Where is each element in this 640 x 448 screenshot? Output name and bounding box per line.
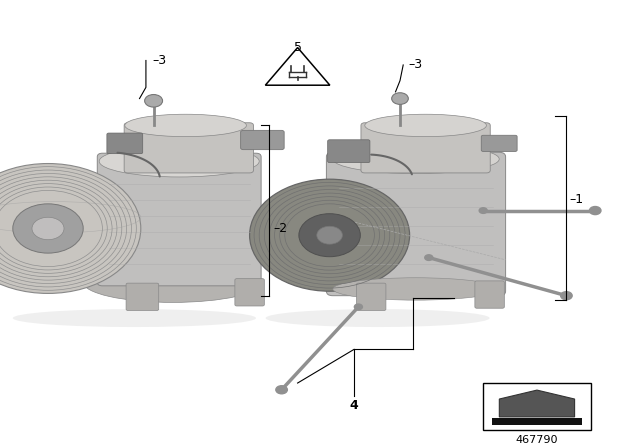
Ellipse shape (125, 114, 246, 137)
Circle shape (145, 95, 163, 107)
Circle shape (561, 292, 572, 300)
Polygon shape (499, 390, 575, 417)
Circle shape (317, 226, 342, 244)
FancyBboxPatch shape (326, 152, 506, 296)
Circle shape (276, 386, 287, 394)
Text: 4: 4 (349, 399, 358, 412)
Circle shape (479, 208, 487, 213)
Bar (483, 383, 591, 430)
Circle shape (250, 179, 410, 291)
Circle shape (0, 164, 141, 293)
FancyBboxPatch shape (107, 133, 143, 154)
Text: –3: –3 (152, 54, 166, 67)
FancyBboxPatch shape (475, 281, 504, 308)
Text: 5: 5 (294, 40, 301, 54)
Circle shape (425, 255, 433, 260)
FancyBboxPatch shape (124, 123, 253, 173)
Bar (492, 418, 582, 426)
FancyBboxPatch shape (235, 279, 264, 306)
Circle shape (392, 93, 408, 104)
FancyBboxPatch shape (97, 153, 261, 286)
Text: 467790: 467790 (516, 435, 558, 445)
Circle shape (299, 214, 360, 257)
Circle shape (32, 217, 64, 240)
Ellipse shape (365, 114, 486, 137)
Circle shape (13, 204, 83, 253)
Ellipse shape (13, 309, 256, 327)
Circle shape (355, 304, 362, 310)
FancyBboxPatch shape (241, 130, 284, 150)
Ellipse shape (266, 309, 490, 327)
Ellipse shape (333, 144, 499, 173)
FancyBboxPatch shape (356, 283, 386, 310)
Ellipse shape (99, 146, 259, 177)
Text: –2: –2 (273, 222, 287, 235)
FancyBboxPatch shape (481, 135, 517, 151)
Circle shape (589, 207, 601, 215)
Text: –1: –1 (570, 193, 584, 206)
FancyBboxPatch shape (328, 140, 370, 163)
Text: –3: –3 (408, 58, 422, 72)
Ellipse shape (333, 278, 499, 300)
Ellipse shape (83, 262, 262, 302)
FancyBboxPatch shape (126, 283, 159, 310)
FancyBboxPatch shape (361, 123, 490, 173)
